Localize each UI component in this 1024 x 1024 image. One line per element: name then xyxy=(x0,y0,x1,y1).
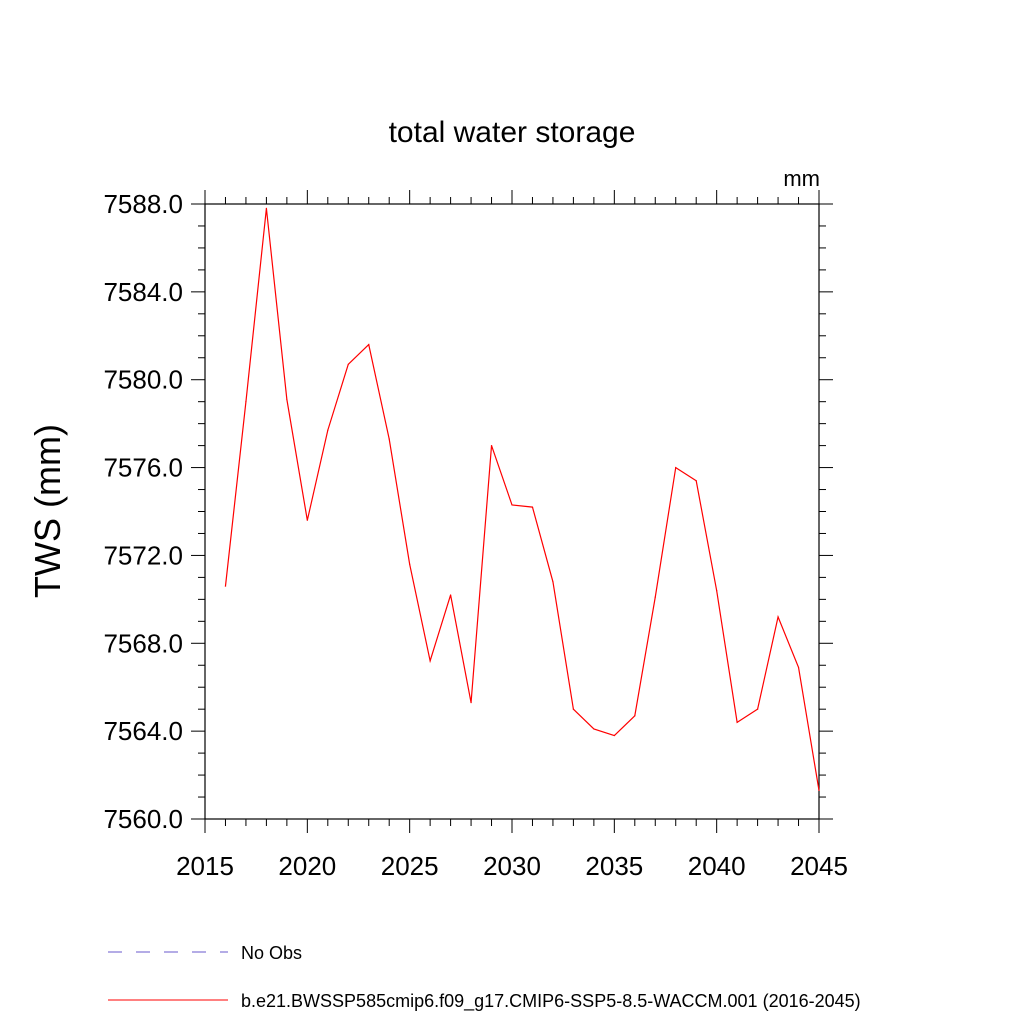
data-point xyxy=(409,563,411,565)
data-point xyxy=(675,466,677,469)
y-axis-label: TWS (mm) xyxy=(27,424,68,598)
y-tick-label: 7576.0 xyxy=(103,453,183,483)
data-point xyxy=(797,666,800,669)
series-line xyxy=(224,208,820,791)
data-point xyxy=(552,581,554,583)
x-tick-label: 2040 xyxy=(688,851,746,881)
y-tick-label: 7568.0 xyxy=(103,628,183,658)
data-point xyxy=(511,504,513,506)
data-point xyxy=(572,708,575,710)
data-point xyxy=(347,363,349,365)
legend-label: No Obs xyxy=(241,943,302,963)
x-tick-label: 2045 xyxy=(790,851,848,881)
data-point xyxy=(224,585,227,587)
y-tick-label: 7584.0 xyxy=(103,277,183,307)
data-point xyxy=(634,715,636,717)
data-point xyxy=(818,789,820,792)
data-point xyxy=(327,429,329,431)
units-label: mm xyxy=(783,166,820,191)
data-point xyxy=(695,480,697,482)
x-tick-label: 2035 xyxy=(585,851,643,881)
y-tick-label: 7564.0 xyxy=(103,716,183,746)
legend: No Obs b.e21.BWSSP585cmip6.f09_g17.CMIP6-… xyxy=(108,943,861,1012)
data-point xyxy=(777,616,779,618)
data-point xyxy=(429,660,431,662)
data-point xyxy=(286,398,288,401)
x-tick-label: 2015 xyxy=(176,851,234,881)
chart-title: total water storage xyxy=(389,116,636,149)
x-tick-label: 2030 xyxy=(483,851,541,881)
axis-ticks: 2015 2020 2025 2030 2035 2040 2045 7560.0 7564.0… xyxy=(103,189,847,881)
data-point xyxy=(470,701,472,704)
x-tick-label: 2020 xyxy=(278,851,336,881)
x-tick-label: 2025 xyxy=(381,851,439,881)
y-tick-label: 7572.0 xyxy=(103,540,183,570)
data-point xyxy=(716,589,718,592)
legend-label: b.e21.BWSSP585cmip6.f09_g17.CMIP6-SSP5-8… xyxy=(241,991,861,1012)
data-point xyxy=(245,401,247,403)
data-point xyxy=(736,721,738,723)
series-layer xyxy=(224,207,820,792)
data-point xyxy=(531,506,534,508)
data-point xyxy=(654,596,656,598)
y-tick-label: 7580.0 xyxy=(103,365,183,395)
data-point xyxy=(265,207,267,209)
data-point xyxy=(306,519,308,521)
data-point xyxy=(368,343,370,346)
y-tick-label: 7588.0 xyxy=(103,189,183,219)
data-point xyxy=(613,734,615,737)
y-tick-label: 7560.0 xyxy=(103,804,183,834)
data-point xyxy=(388,438,390,440)
plot-frame xyxy=(204,203,820,820)
data-point xyxy=(757,708,759,710)
data-point xyxy=(450,594,452,596)
data-point xyxy=(490,445,493,447)
data-point xyxy=(593,728,595,730)
